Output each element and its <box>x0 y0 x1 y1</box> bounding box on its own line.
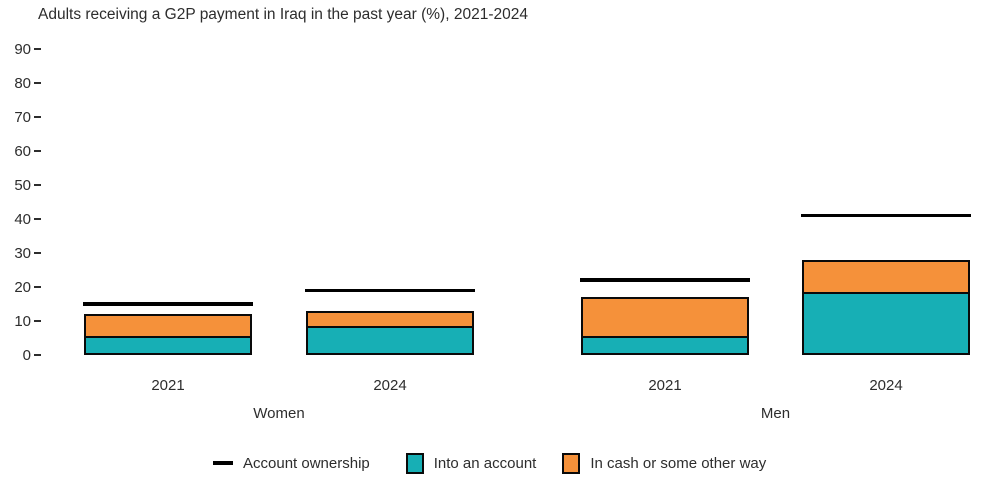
x-tick-label-women-2021: 2021 <box>151 377 185 394</box>
plot-area: 0 10 20 30 40 50 60 70 80 90 2021 2024 2021 2024 Women… <box>0 40 971 422</box>
y-tick-label: 0 <box>22 346 31 364</box>
into-an-account-swatch-icon <box>405 452 424 474</box>
y-tick-mark-icon <box>34 183 41 187</box>
y-tick-0: 0 <box>0 346 41 364</box>
legend-item-in-cash: In cash or some other way <box>562 452 767 474</box>
y-tick-30: 30 <box>0 244 41 262</box>
y-tick-mark-icon <box>34 251 41 255</box>
group-label-women: Women <box>253 405 305 422</box>
bar-segment-men-2021-in-cash-or-some-other-way <box>581 297 749 338</box>
legend-item-into-an-account: Into an account <box>405 452 537 474</box>
y-tick-70: 70 <box>0 108 41 126</box>
y-tick-mark-icon <box>34 47 41 51</box>
reference-line-men-2024-account-ownership <box>801 213 971 218</box>
y-tick-label: 10 <box>14 312 31 330</box>
y-tick-mark-icon <box>34 217 41 221</box>
y-tick-80: 80 <box>0 74 41 92</box>
chart-legend: Account ownership Into an account In cas… <box>213 451 766 475</box>
bar-segment-men-2024-into-an-account <box>802 293 970 355</box>
y-tick-90: 90 <box>0 40 41 58</box>
reference-line-women-2024-account-ownership <box>305 288 475 293</box>
bar-segment-women-2024-into-an-account <box>306 327 474 355</box>
y-tick-label: 50 <box>14 176 31 194</box>
y-tick-mark-icon <box>34 353 41 357</box>
bar-segment-women-2021-in-cash-or-some-other-way <box>84 314 252 338</box>
y-tick-label: 90 <box>14 40 31 58</box>
reference-line-women-2021-account-ownership <box>83 302 253 306</box>
y-tick-mark-icon <box>34 115 41 119</box>
legend-label-into-an-account: Into an account <box>433 454 537 472</box>
bar-segment-men-2024-in-cash-or-some-other-way <box>802 259 970 294</box>
y-tick-label: 70 <box>14 108 31 126</box>
y-tick-label: 60 <box>14 142 31 160</box>
y-tick-mark-icon <box>34 81 41 85</box>
y-tick-10: 10 <box>0 312 41 330</box>
y-tick-label: 40 <box>14 210 31 228</box>
legend-item-account-ownership: Account ownership <box>213 455 370 472</box>
legend-label-in-cash: In cash or some other way <box>590 454 767 472</box>
chart-title: Adults receiving a G2P payment in Iraq i… <box>38 6 528 23</box>
y-tick-40: 40 <box>0 210 41 228</box>
in-cash-swatch-icon <box>562 452 581 474</box>
bar-segment-men-2021-into-an-account <box>581 338 749 355</box>
y-tick-60: 60 <box>0 142 41 160</box>
y-tick-50: 50 <box>0 176 41 194</box>
x-tick-label-men-2024: 2024 <box>869 377 903 394</box>
group-label-men: Men <box>760 405 791 422</box>
y-tick-mark-icon <box>34 285 41 289</box>
y-tick-mark-icon <box>34 149 41 153</box>
x-tick-label-men-2021: 2021 <box>648 377 682 394</box>
bar-segment-women-2024-in-cash-or-some-other-way <box>306 310 474 328</box>
legend-label-account-ownership: Account ownership <box>243 454 370 472</box>
reference-line-men-2021-account-ownership <box>580 278 750 282</box>
y-tick-label: 80 <box>14 74 31 92</box>
y-tick-mark-icon <box>34 319 41 323</box>
x-tick-label-women-2024: 2024 <box>373 377 407 394</box>
account-ownership-line-swatch-icon <box>213 461 233 465</box>
y-tick-label: 20 <box>14 278 31 296</box>
y-tick-20: 20 <box>0 278 41 296</box>
y-tick-label: 30 <box>14 244 31 262</box>
bar-segment-women-2021-into-an-account <box>84 338 252 355</box>
